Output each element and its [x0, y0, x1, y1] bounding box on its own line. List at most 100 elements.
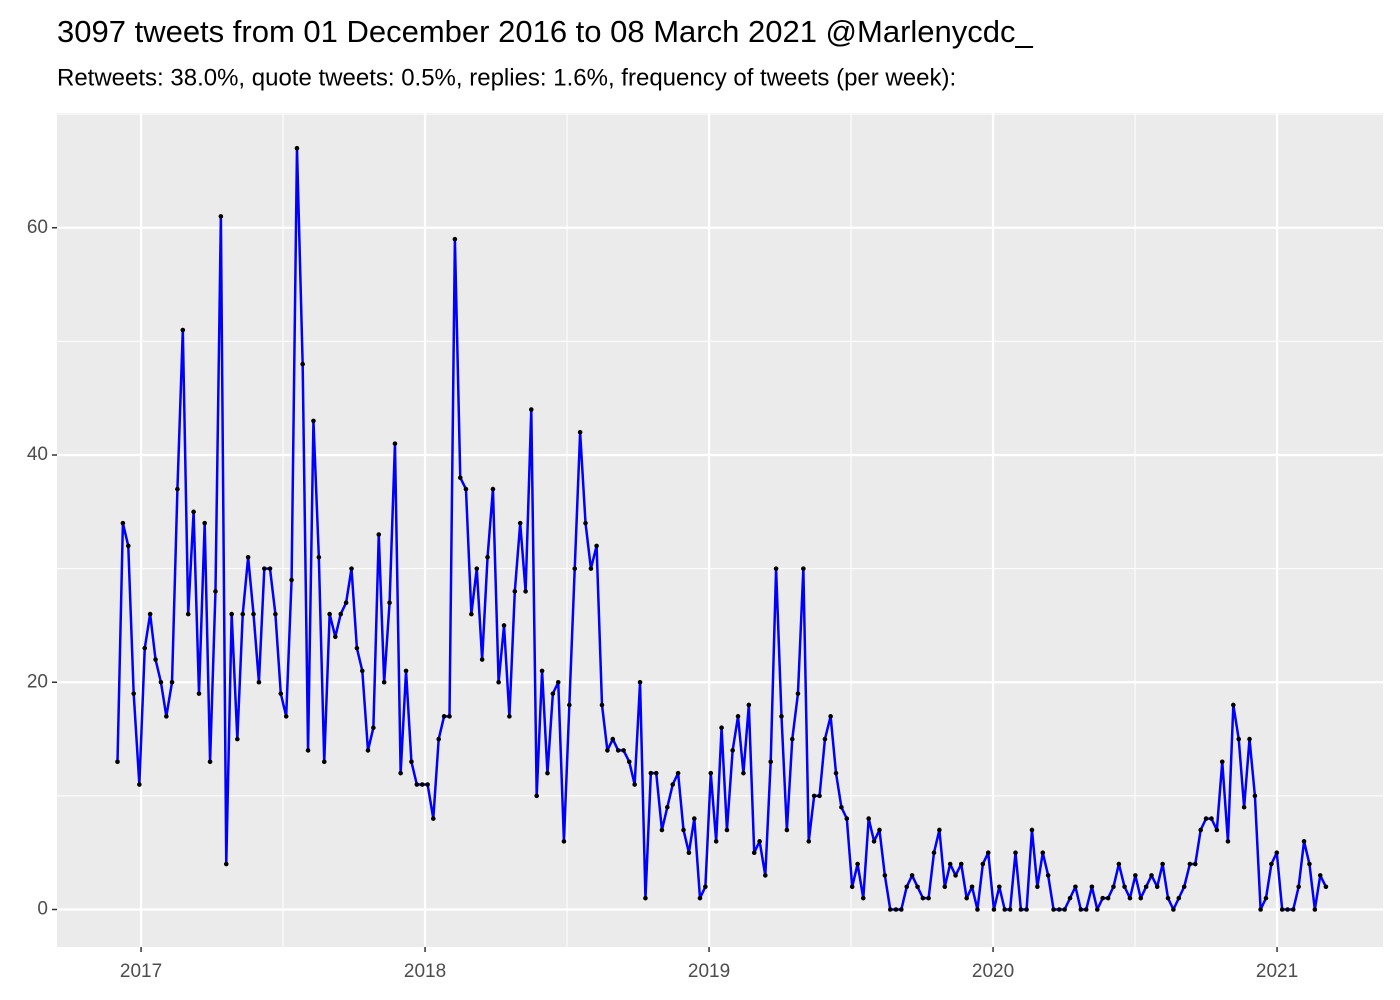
point: [1307, 861, 1312, 867]
point: [964, 895, 969, 901]
point: [419, 782, 425, 787]
point: [376, 532, 382, 537]
point: [1323, 884, 1329, 890]
point: [175, 486, 180, 492]
point: [294, 145, 300, 151]
point: [561, 839, 567, 844]
point: [784, 827, 790, 833]
x-tick-label: 2019: [688, 961, 730, 982]
point: [817, 793, 822, 799]
point: [1317, 873, 1323, 878]
point: [213, 589, 218, 594]
point: [507, 714, 512, 719]
point: [528, 407, 534, 412]
point: [588, 566, 594, 571]
point: [953, 873, 958, 878]
point: [441, 714, 447, 719]
point: [577, 429, 583, 435]
point: [686, 850, 692, 855]
y-tick-label: 0: [37, 899, 48, 920]
point: [958, 861, 964, 867]
point: [1133, 873, 1138, 878]
point: [828, 714, 833, 719]
point: [469, 611, 474, 617]
point: [675, 770, 681, 776]
point: [909, 873, 915, 878]
point: [1089, 884, 1095, 890]
point: [849, 884, 855, 890]
point: [1301, 839, 1307, 844]
point: [811, 793, 817, 799]
point: [381, 679, 387, 685]
point: [915, 884, 920, 890]
point: [125, 543, 131, 549]
point: [1247, 736, 1252, 742]
point: [648, 770, 654, 776]
point: [931, 850, 937, 855]
point: [975, 907, 980, 912]
y-tick-label: 60: [27, 217, 48, 238]
point: [621, 748, 626, 753]
point: [866, 816, 871, 821]
point: [1083, 907, 1089, 912]
point: [147, 611, 153, 617]
point: [1122, 884, 1127, 890]
point: [164, 714, 169, 719]
point: [871, 839, 877, 844]
x-tick-label: 2020: [972, 961, 1014, 982]
point: [887, 907, 893, 912]
point: [463, 486, 469, 492]
point: [1094, 907, 1100, 912]
point: [1045, 873, 1051, 878]
point: [1018, 907, 1024, 912]
point: [431, 816, 436, 821]
point: [1176, 895, 1182, 901]
point: [534, 793, 539, 799]
plot-panel: [57, 113, 1383, 947]
point: [637, 679, 643, 685]
point: [833, 770, 839, 776]
point: [158, 679, 164, 685]
point: [1029, 827, 1035, 833]
x-tick-label: 2021: [1256, 961, 1298, 982]
point: [719, 725, 724, 731]
point: [305, 748, 311, 753]
point: [1149, 873, 1154, 878]
point: [1269, 861, 1274, 867]
point: [697, 895, 703, 901]
point: [708, 770, 714, 776]
point: [202, 520, 207, 526]
point: [1154, 884, 1160, 890]
point: [354, 645, 360, 651]
point: [779, 714, 784, 719]
point: [942, 884, 948, 890]
point: [501, 623, 507, 628]
point: [937, 827, 942, 833]
point: [1231, 702, 1236, 708]
point: [539, 668, 545, 674]
point: [267, 566, 273, 571]
point: [1013, 850, 1018, 855]
point: [425, 782, 430, 787]
point: [789, 736, 795, 742]
point: [278, 691, 284, 696]
point: [283, 714, 289, 719]
point: [1007, 907, 1013, 912]
point: [555, 679, 561, 685]
point: [1143, 884, 1149, 890]
point: [333, 634, 338, 640]
point: [311, 418, 316, 424]
point: [185, 611, 191, 617]
point: [985, 850, 991, 855]
point: [338, 611, 344, 617]
point: [153, 657, 158, 662]
point: [773, 566, 779, 571]
point: [626, 759, 632, 765]
point: [409, 759, 414, 765]
point: [980, 861, 986, 867]
point: [436, 736, 441, 742]
point: [474, 566, 480, 571]
point: [806, 839, 812, 844]
point: [893, 907, 899, 912]
